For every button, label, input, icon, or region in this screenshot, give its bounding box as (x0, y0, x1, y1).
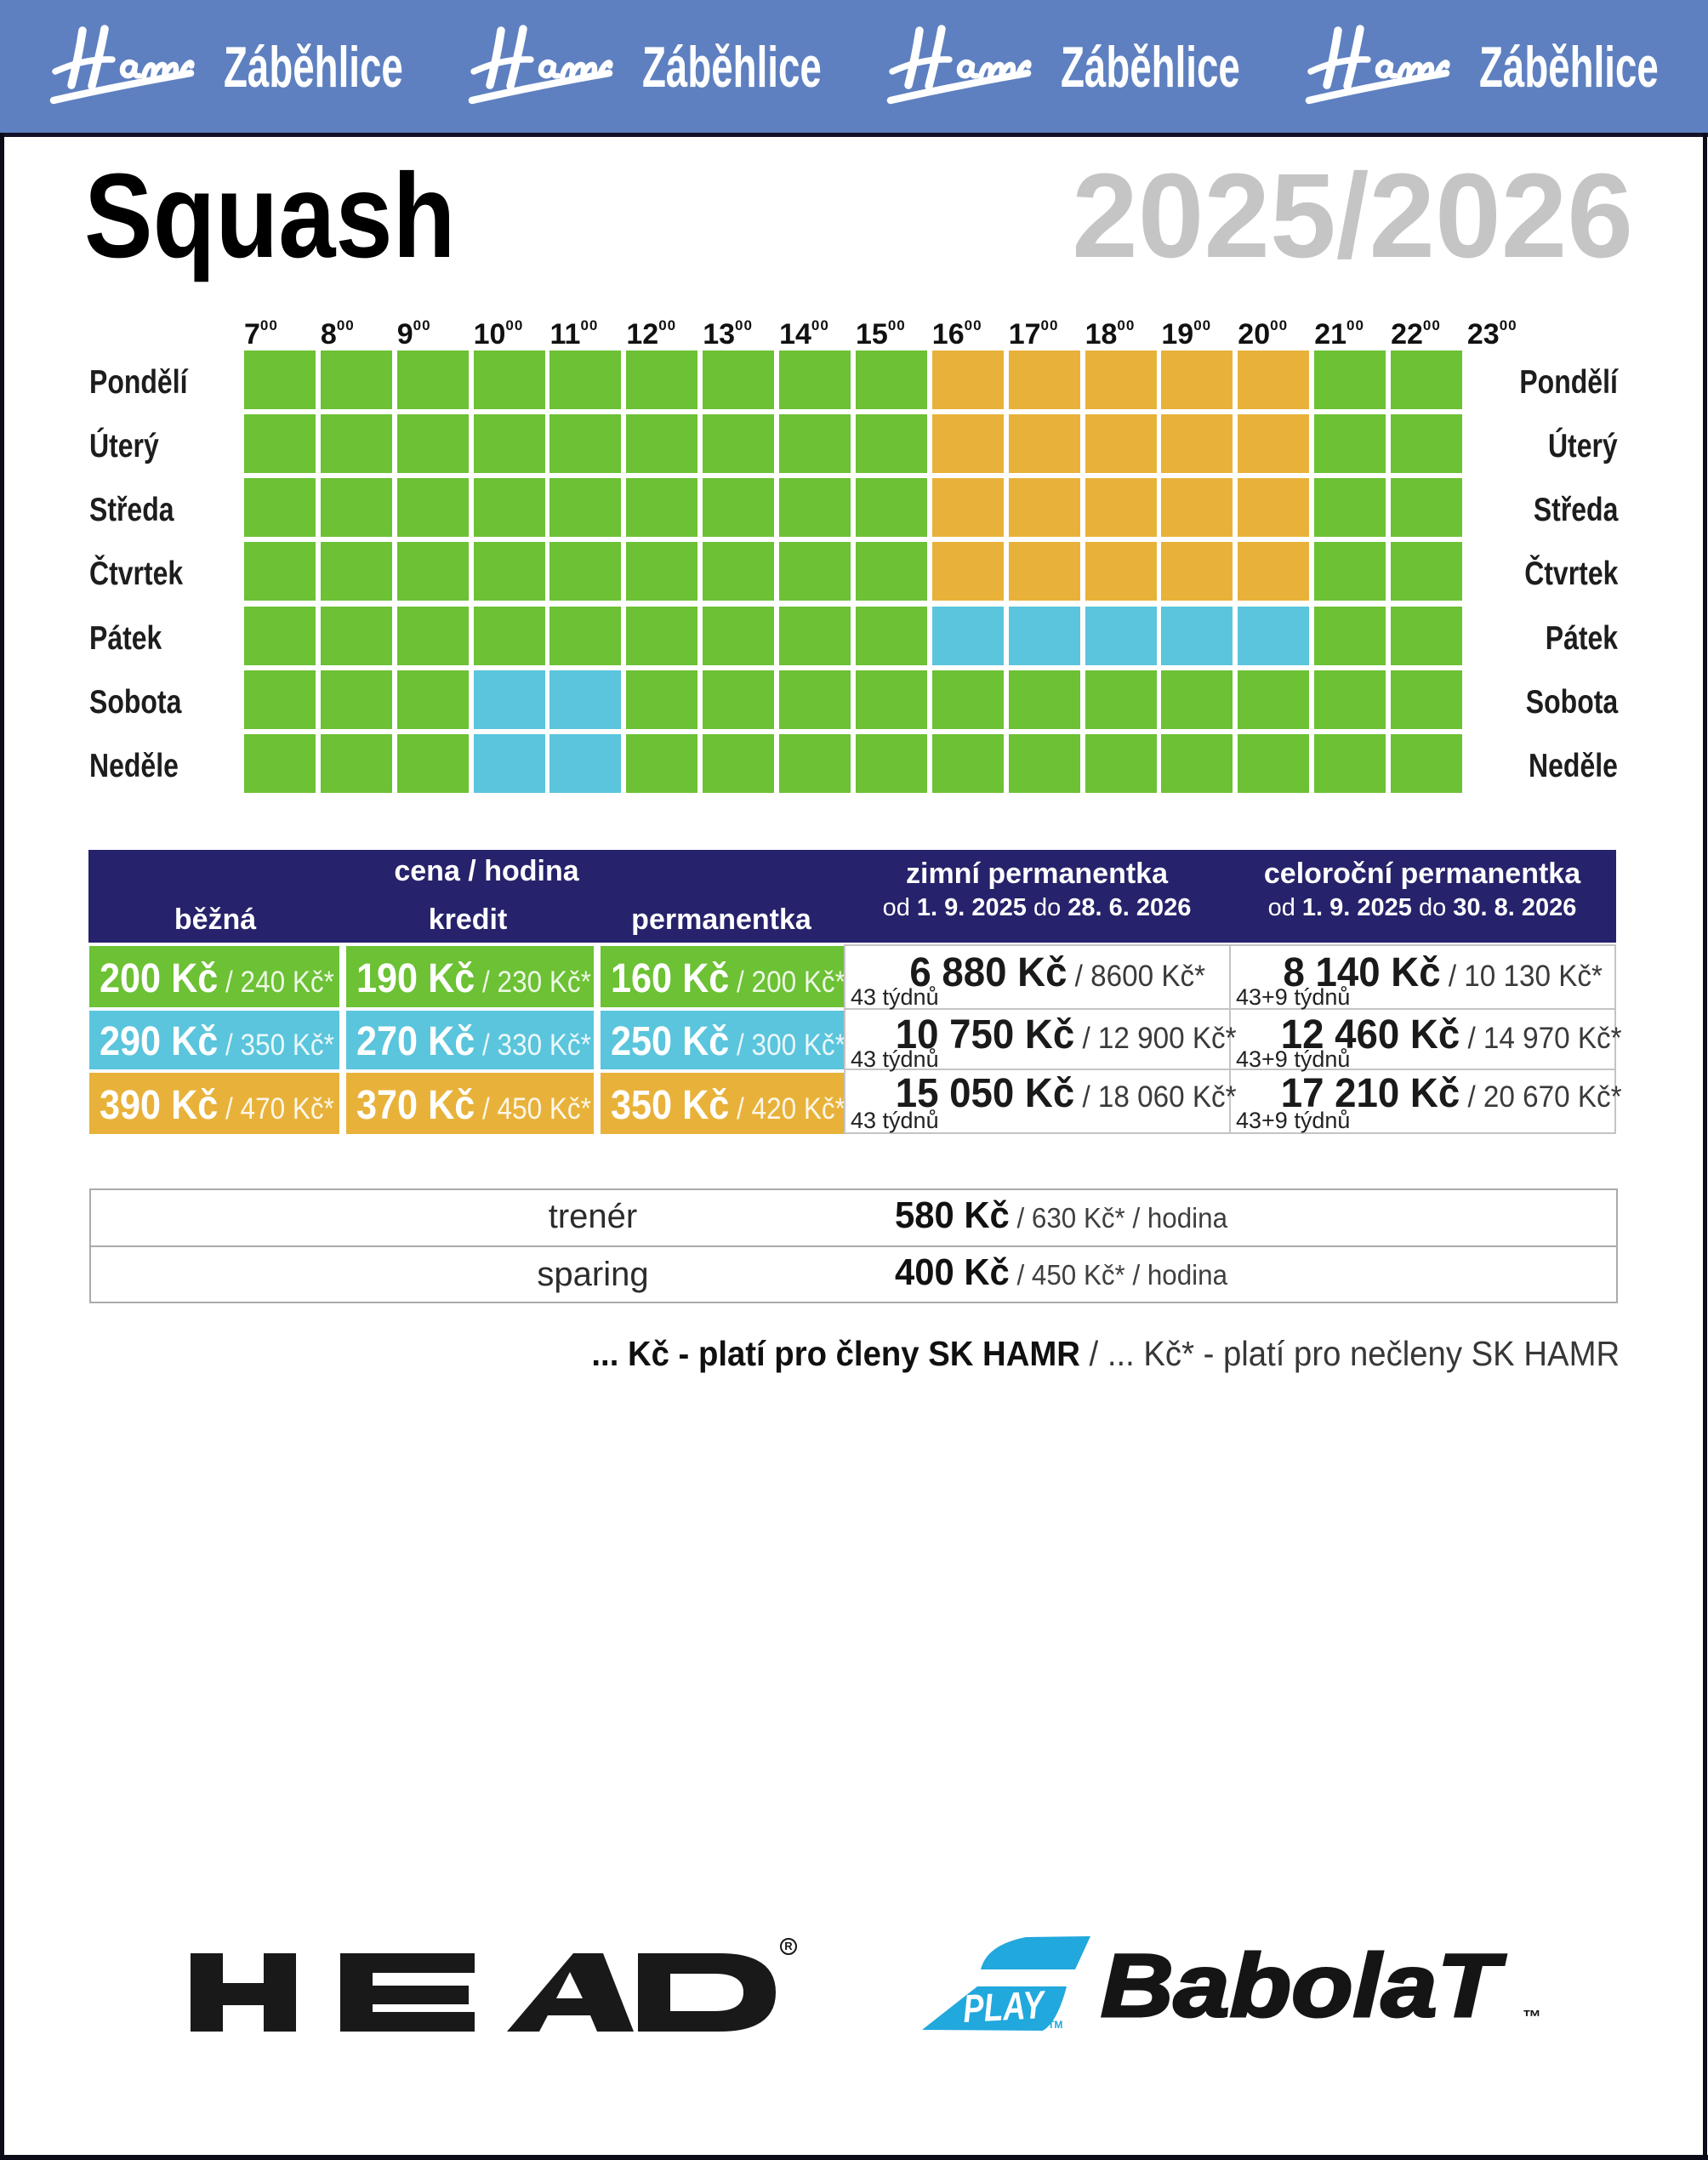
svg-text:PLAY: PLAY (962, 1982, 1048, 2031)
svg-text:TM: TM (1048, 2019, 1062, 2031)
